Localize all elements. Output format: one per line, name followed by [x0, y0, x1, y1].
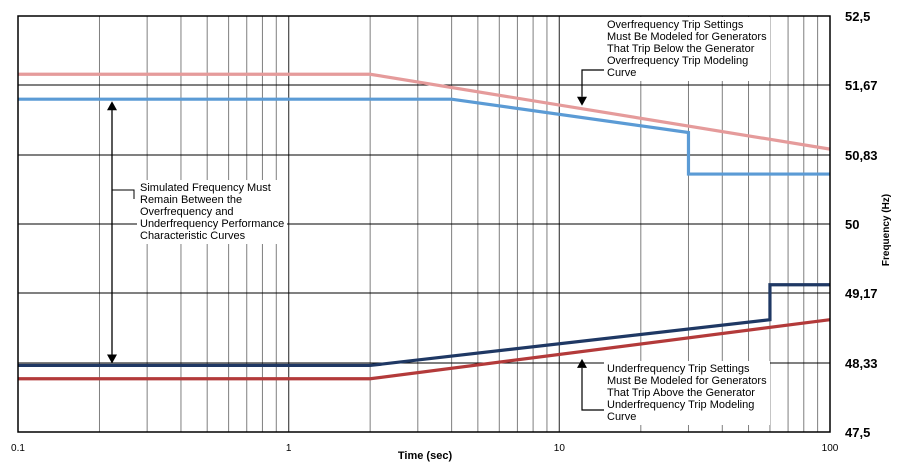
simulated-leader	[112, 189, 135, 199]
series-line	[18, 283, 830, 368]
annotation-line: Curve	[607, 67, 637, 79]
annotation-line: Remain Between the	[140, 194, 243, 206]
simulated-arrow-head-down	[107, 354, 117, 364]
annotation-line: Underfrequency Trip Settings	[607, 363, 750, 375]
annotation-line: Characteristic Curves	[140, 230, 246, 242]
series-layer	[18, 72, 831, 381]
annotation-line: Curve	[607, 411, 637, 423]
annotation-line: Must Be Modeled for Generators	[607, 375, 767, 387]
annotation-line: Underfrequency Trip Modeling	[607, 399, 755, 411]
frame-layer	[17, 15, 831, 433]
y-tick-label: 51,67	[845, 78, 878, 93]
annotation-line: Overfrequency Trip Settings	[607, 19, 744, 31]
annotation-line: That Trip Below the Generator	[607, 43, 755, 55]
series-line	[18, 72, 831, 151]
y-tick-label: 50,83	[845, 148, 878, 163]
x-tick-label: 10	[554, 443, 566, 454]
y-tick-label: 50	[845, 217, 859, 232]
x-tick-label: 1	[286, 443, 292, 454]
x-tick-label: 0.1	[11, 443, 25, 454]
annotation-line: Overfrequency Trip Modeling	[607, 55, 749, 67]
series-line	[18, 318, 831, 381]
arrow-layer	[107, 69, 604, 411]
annotation-line: Overfrequency and	[140, 206, 234, 218]
annotation-line: Underfrequency Performance	[140, 218, 285, 230]
annotation-line: Must Be Modeled for Generators	[607, 31, 767, 43]
series-line	[18, 97, 830, 176]
tick-labels: 0.1 1 10 100 47,5 48,33 49,17 50 50,83 51,67 52,5	[11, 9, 878, 454]
annotation-simulated: Simulated Frequency Must Remain Between …	[137, 180, 288, 244]
overfrequency-arrow-head	[577, 96, 587, 106]
y-tick-label: 47,5	[845, 425, 870, 440]
plot-frame	[17, 15, 831, 433]
y-tick-label: 49,17	[845, 286, 878, 301]
annotation-line: That Trip Above the Generator	[607, 387, 755, 399]
underfrequency-arrow-head	[577, 358, 587, 368]
annotation-line: Simulated Frequency Must	[140, 182, 271, 194]
y-tick-label: 52,5	[845, 9, 870, 24]
y-axis-label: Frequency (Hz)	[881, 194, 892, 266]
simulated-arrow-head-up	[107, 101, 117, 111]
y-tick-label: 48,33	[845, 356, 878, 371]
underfrequency-leader	[581, 367, 604, 411]
annotation-overfrequency: Overfrequency Trip Settings Must Be Mode…	[604, 17, 770, 81]
overfrequency-leader	[581, 69, 604, 97]
x-tick-label: 100	[822, 443, 839, 454]
x-axis-label: Time (sec)	[398, 450, 453, 462]
annotation-underfrequency: Underfrequency Trip Settings Must Be Mod…	[604, 361, 770, 425]
